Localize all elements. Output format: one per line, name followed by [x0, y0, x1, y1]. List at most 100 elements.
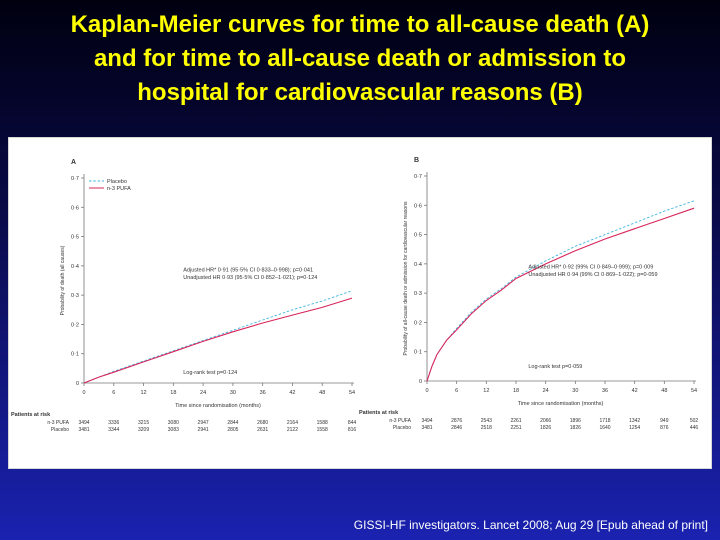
panel-b-x-tick-label: 36	[602, 388, 608, 394]
panel-a-risk-value: 2164	[287, 420, 298, 426]
panel-b-y-axis-title: Probability of all-cause death or admiss…	[403, 201, 409, 355]
panel-a-risk-value: 2680	[257, 420, 268, 426]
panel-a-risk-row-label: Placebo	[51, 427, 69, 433]
panel-a-risk-value: 3083	[168, 427, 179, 433]
panel-a-y-axis-title: Probability of death (all causes)	[60, 245, 66, 315]
panel-b-y-tick-label: 0·4	[414, 262, 422, 268]
panel-b-risk-value: 2846	[451, 425, 462, 431]
panel-b-risk-value: 3494	[421, 418, 432, 424]
panel-a-risk-value: 2844	[227, 420, 238, 426]
legend-label-pufa: n-3 PUFA	[107, 186, 131, 192]
slide-title: Kaplan-Meier curves for time to all-caus…	[0, 8, 720, 110]
panel-b-series-placebo-line	[426, 200, 695, 382]
panel-a-risk-value: 3080	[168, 420, 179, 426]
panel-a-risk-value: 2941	[198, 427, 209, 433]
panel-b-risk-value: 2876	[451, 418, 462, 424]
panel-a-risk-value: 2947	[198, 420, 209, 426]
panel-b-risk-value: 1826	[540, 425, 551, 431]
panel-b-x-tick-label: 18	[513, 388, 519, 394]
panel-b-risk-value: 1342	[629, 418, 640, 424]
panel-a-x-tick-label: 30	[230, 390, 236, 396]
panel-a-risk-value: 3209	[138, 427, 149, 433]
km-figure: A 0 0·1 0·2 0·3 0·4 0·5 0·6 0·7 0 6 12 18 24 30 36 42 48 5…	[11, 157, 699, 433]
title-line-1: Kaplan-Meier curves for time to all-caus…	[70, 11, 650, 38]
panel-b-x-axis-title: Time since randomisation (months)	[518, 401, 604, 407]
panel-a-y-tick-label: 0·2	[71, 322, 79, 328]
panel-b-y-tick-label: 0·2	[414, 320, 422, 326]
panel-a-x-tick-label: 54	[349, 390, 355, 396]
panel-b-x-tick-label: 24	[543, 388, 549, 394]
figure-panel: A 0 0·1 0·2 0·3 0·4 0·5 0·6 0·7 0 6 12 18 24 30 36 42 48 5…	[8, 137, 712, 469]
panel-a-risk-value: 844	[348, 420, 357, 426]
title-line-3: hospital for cardiovascular reasons (B)	[137, 79, 583, 106]
panel-b-risk-value: 1640	[599, 425, 610, 431]
title-line-2: and for time to all-cause death or admis…	[93, 45, 627, 72]
panel-b-risk-value: 2251	[510, 425, 521, 431]
panel-b-risk-value: 949	[660, 418, 669, 424]
panel-a-x-tick-label: 6	[112, 390, 115, 396]
panel-b-y-tick-label: 0	[419, 379, 422, 385]
panel-a-risk-value: 1558	[317, 427, 328, 433]
panel-a-risk-value: 1588	[317, 420, 328, 426]
panel-a-x-tick-label: 36	[260, 390, 266, 396]
panel-b-x-tick-label: 12	[483, 388, 489, 394]
panel-a-x-tick-label: 48	[319, 390, 325, 396]
panel-a-risk-value: 3344	[108, 427, 119, 433]
panel-a-risk-value: 2122	[287, 427, 298, 433]
panel-a-hr-annotation-1: Adjusted HR* 0·91 (95·5% CI 0·833–0·998)…	[183, 268, 313, 274]
panel-b-y-tick-label: 0·3	[414, 291, 422, 297]
panel-b-x-tick-label: 6	[455, 388, 458, 394]
panel-a-risk-value: 3336	[108, 420, 119, 426]
panel-b-risk-value: 2066	[540, 418, 551, 424]
citation: GISSI-HF investigators. Lancet 2008; Aug…	[353, 518, 708, 532]
panel-a-risk-value: 2631	[257, 427, 268, 433]
panel-a-risk-value: 3494	[78, 420, 89, 426]
panel-b-y-tick-label: 0·1	[414, 350, 422, 356]
panel-a-x-tick-label: 18	[170, 390, 176, 396]
panel-b-risk-value: 876	[660, 425, 669, 431]
panel-b-risk-value: 2261	[510, 418, 521, 424]
panel-b-hr-annotation-1: Adjusted HR* 0·92 (99% CI 0·849–0·999); …	[528, 264, 653, 270]
panel-b-hr-annotation-2: Unadjusted HR 0·94 (99% CI 0·869–1·022);…	[528, 272, 657, 278]
panel-a-x-tick-label: 24	[200, 390, 206, 396]
panel-a-y-tick-label: 0·5	[71, 235, 79, 241]
panel-a-x-tick-label: 42	[289, 390, 295, 396]
panel-b-risk-value: 1896	[570, 418, 581, 424]
panel-b-label: B	[414, 157, 419, 164]
panel-a-y-tick-label: 0·3	[71, 293, 79, 299]
panel-a-risk-value: 3215	[138, 420, 149, 426]
panel-b-x-tick-label: 54	[691, 388, 697, 394]
panel-a-hr-annotation-2: Unadjusted HR 0·93 (95·5% CI 0·852–1·021…	[183, 275, 317, 281]
panel-b-y-tick-label: 0·7	[414, 174, 422, 180]
panel-a-y-tick-label: 0·6	[71, 205, 79, 211]
panel-a-series-pufa-line	[83, 297, 353, 384]
panel-b-y-tick-label: 0·5	[414, 233, 422, 239]
panel-b-x-tick-label: 48	[661, 388, 667, 394]
panel-b-risk-value: 2543	[481, 418, 492, 424]
panel-a-label: A	[71, 159, 76, 166]
panel-b-logrank-test: Log-rank test p=0·059	[528, 364, 582, 370]
panel-b-risk-value: 1826	[570, 425, 581, 431]
panel-b-risk-value: 446	[690, 425, 699, 431]
panel-b-risk-row-label: Placebo	[393, 425, 411, 431]
panel-b-risk-row-label: n-3 PUFA	[389, 418, 411, 424]
panel-a-logrank-test: Log-rank test p=0·124	[183, 370, 237, 376]
panel-b-risk-value: 2518	[481, 425, 492, 431]
panel-b-x-tick-label: 30	[572, 388, 578, 394]
panel-b-risk-value: 1254	[629, 425, 640, 431]
panel-a-risk-value: 816	[348, 427, 357, 433]
panel-a-y-tick-label: 0·1	[71, 352, 79, 358]
legend-label-placebo: Placebo	[107, 179, 127, 185]
panel-a-risk-row-label: n-3 PUFA	[47, 420, 69, 426]
panel-a-y-tick-label: 0·7	[71, 176, 79, 182]
panel-a-x-tick-label: 12	[140, 390, 146, 396]
panel-a-y-tick-label: 0	[76, 381, 79, 387]
panel-b-x-tick-label: 42	[632, 388, 638, 394]
panel-a-series-placebo-line	[83, 290, 353, 384]
panel-b-x-tick-label: 0	[425, 388, 428, 394]
panel-b-risk-table-title: Patients at risk	[359, 410, 399, 416]
panel-a-y-tick-label: 0·4	[71, 264, 79, 270]
panel-b-y-tick-label: 0·6	[414, 203, 422, 209]
panel-a-risk-value: 3481	[78, 427, 89, 433]
panel-a-x-axis-title: Time since randomisation (months)	[175, 403, 261, 409]
